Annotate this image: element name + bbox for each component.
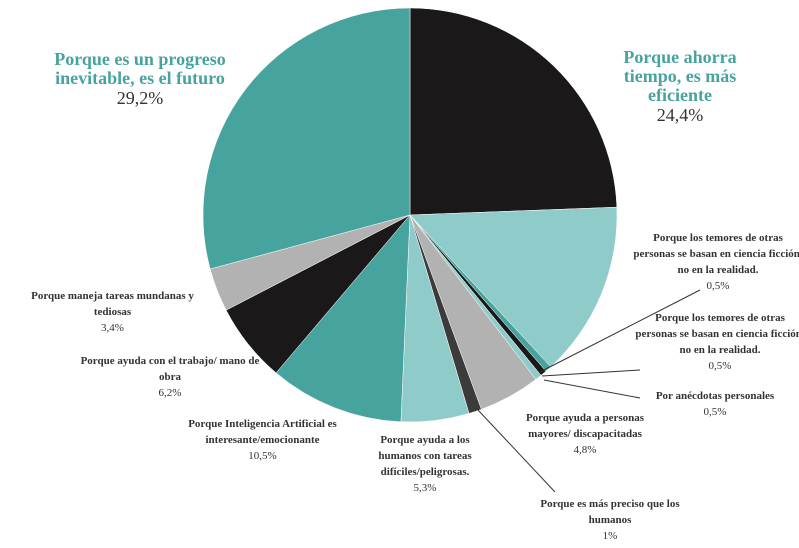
slice-value: 5,3% — [413, 482, 437, 494]
slice-label: Porque los temores de otras personas se … — [635, 310, 799, 374]
slice-name: Por anécdotas personales — [655, 390, 775, 402]
slice-value: 10,5% — [248, 450, 277, 462]
slice-name: Porque los temores de otras personas se … — [635, 312, 799, 356]
slice-label: Porque ahorra tiempo, es más eficiente 24… — [605, 48, 755, 126]
leader-line — [477, 409, 556, 493]
pie-slice — [202, 7, 411, 270]
leader-line — [539, 289, 701, 373]
slice-value: 3,4% — [101, 322, 124, 334]
leader-line — [543, 379, 641, 399]
slice-name: Porque es un progreso inevitable, es el … — [54, 49, 226, 88]
slice-value: 1% — [602, 530, 618, 542]
slice-label: Porque ayuda con el trabajo/ mano de obr… — [75, 353, 265, 401]
slice-name: Porque ayuda con el trabajo/ mano de obr… — [80, 355, 260, 383]
slice-value: 29,2% — [116, 88, 164, 108]
slice-name: Porque maneja tareas mundanas y tediosas — [31, 290, 194, 318]
slice-value: 0,5% — [708, 360, 732, 372]
slice-value: 4,8% — [573, 444, 597, 456]
slice-value: 6,2% — [158, 387, 182, 399]
slice-label: Porque es un progreso inevitable, es el … — [45, 50, 235, 109]
slice-name: Porque Inteligencia Artificial es intere… — [188, 418, 337, 446]
slice-label: Porque maneja tareas mundanas y tediosas… — [20, 288, 205, 336]
slice-value: 24,4% — [656, 105, 704, 125]
slice-name: Porque los temores de otras personas se … — [633, 232, 799, 276]
leader-lines — [477, 289, 701, 493]
pie-slice — [409, 7, 618, 216]
slice-name: Porque ayuda a los humanos con tareas di… — [378, 434, 472, 478]
slice-name: Porque es más preciso que los humanos — [540, 498, 680, 526]
slice-label: Porque es más preciso que los humanos 1% — [520, 496, 700, 544]
slice-label: Porque los temores de otras personas se … — [633, 230, 799, 294]
leader-line — [541, 369, 641, 377]
pie-slice — [275, 214, 411, 423]
slice-label: Porque Inteligencia Artificial es intere… — [160, 416, 365, 464]
slice-label: Porque ayuda a personas mayores/ discapa… — [505, 410, 665, 458]
slice-value: 0,5% — [706, 280, 730, 292]
slice-label: Por anécdotas personales 0,5% — [640, 388, 790, 420]
slice-label: Porque ayuda a los humanos con tareas di… — [360, 432, 490, 496]
slice-name: Porque ayuda a personas mayores/ discapa… — [525, 412, 645, 440]
pie-slice — [409, 206, 618, 368]
slice-name: Porque ahorra tiempo, es más eficiente — [623, 47, 737, 105]
slice-value: 0,5% — [703, 406, 727, 418]
